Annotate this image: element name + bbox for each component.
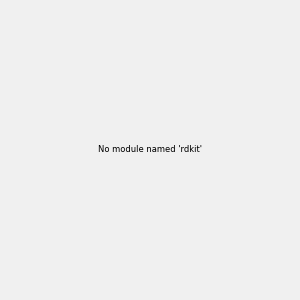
Text: No module named 'rdkit': No module named 'rdkit' (98, 146, 202, 154)
